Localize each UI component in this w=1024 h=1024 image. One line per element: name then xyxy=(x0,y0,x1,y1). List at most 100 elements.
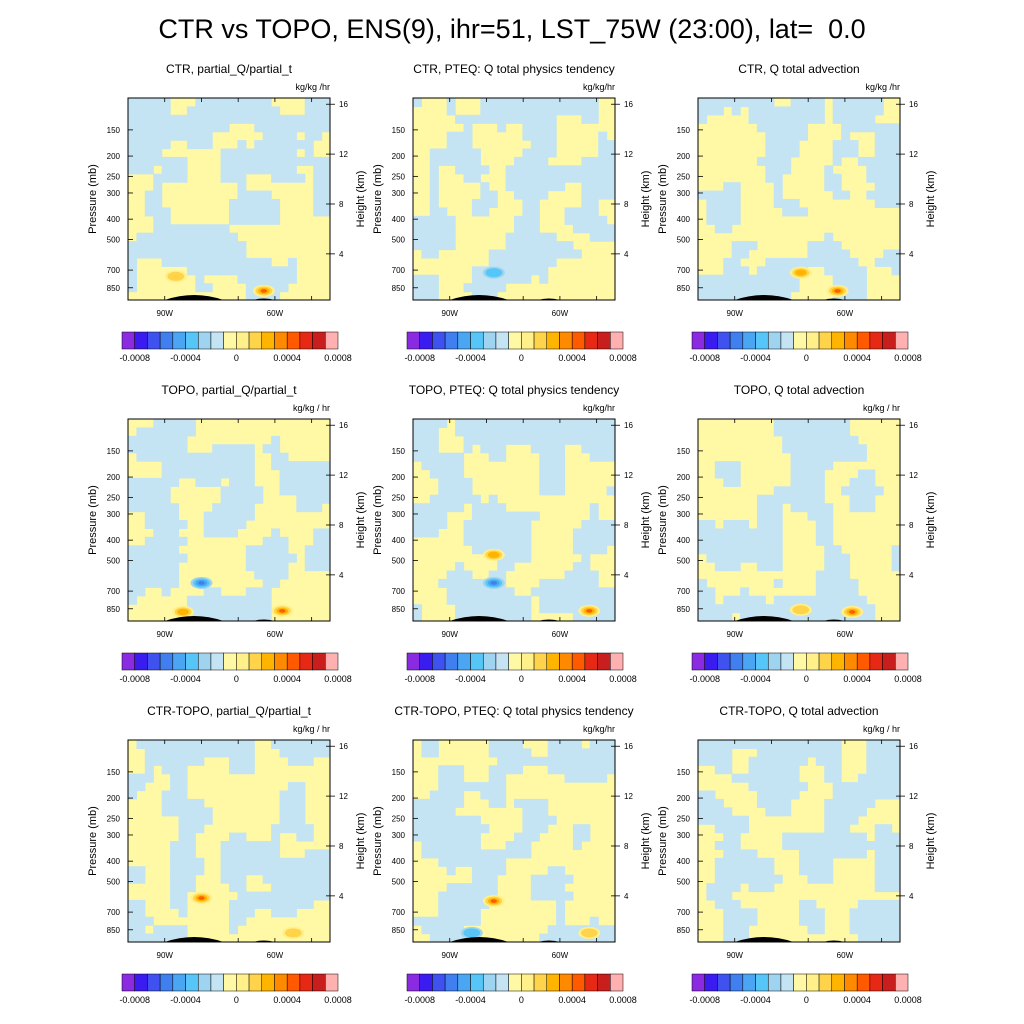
pressure-tick-label: 250 xyxy=(392,493,406,502)
colorbar-swatch xyxy=(159,973,174,992)
units-label: kg/kg/hr xyxy=(583,403,615,413)
pressure-tick-label: 300 xyxy=(107,831,121,840)
figure-title: CTR vs TOPO, ENS(9), ihr=51, LST_75W (23… xyxy=(158,14,866,44)
colorbar-swatch xyxy=(134,331,148,350)
colorbar-tick-label: 0.0004 xyxy=(273,674,301,684)
height-tick-label: 16 xyxy=(339,421,348,430)
pressure-tick-label: 500 xyxy=(107,877,121,886)
colorbar-swatch xyxy=(571,652,586,671)
height-tick-label: 12 xyxy=(909,471,918,480)
colorbar-swatch xyxy=(121,331,135,350)
colorbar-swatch xyxy=(432,652,446,671)
pressure-axis-label: Pressure (mb) xyxy=(372,806,384,876)
colorbar-swatch xyxy=(121,652,135,671)
pressure-tick-label: 150 xyxy=(392,768,406,777)
colorbar-swatch xyxy=(869,973,883,992)
colorbar-swatch xyxy=(134,652,148,671)
contour-field xyxy=(413,740,615,942)
colorbar-swatch xyxy=(742,652,756,671)
lon-tick-label: 90W xyxy=(157,630,174,639)
colorbar-swatch xyxy=(482,652,497,671)
colorbar-swatch xyxy=(261,652,275,671)
pressure-tick-label: 850 xyxy=(107,605,121,614)
colorbar-swatch xyxy=(597,973,611,992)
colorbar-swatch xyxy=(571,331,586,350)
height-tick-label: 4 xyxy=(909,250,914,259)
colorbar-swatch xyxy=(818,652,833,671)
colorbar-swatch xyxy=(406,973,420,992)
colorbar-tick-label: 0.0004 xyxy=(558,353,586,363)
contour-field xyxy=(128,740,330,942)
lon-tick-label: 90W xyxy=(727,951,744,960)
colorbar-tick-label: -0.0008 xyxy=(119,674,150,684)
hotspot xyxy=(463,928,481,938)
lon-tick-label: 90W xyxy=(442,951,459,960)
height-tick-label: 8 xyxy=(624,842,629,851)
colorbar-tick-label: 0.0004 xyxy=(843,353,871,363)
colorbar-swatch xyxy=(325,652,339,671)
colorbar-swatch xyxy=(508,331,522,350)
pressure-tick-label: 700 xyxy=(677,266,691,275)
panel-7: CTR-TOPO, partial_Q/partial_t kg/kg / hr 1… xyxy=(87,704,367,1005)
lon-tick-label: 90W xyxy=(727,309,744,318)
colorbar-swatch xyxy=(742,331,756,350)
lon-tick-label: 90W xyxy=(727,630,744,639)
contour-field xyxy=(698,98,900,300)
colorbar-tick-label: 0.0008 xyxy=(894,353,922,363)
colorbar-tick-label: 0.0004 xyxy=(273,353,301,363)
hotspot xyxy=(198,581,205,585)
colorbar-swatch xyxy=(286,331,301,350)
colorbar-swatch xyxy=(274,652,288,671)
colorbar-tick-label: -0.0004 xyxy=(170,353,201,363)
colorbar-swatch xyxy=(882,331,896,350)
colorbar-tick-label: 0.0008 xyxy=(324,353,352,363)
units-label: kg/kg/hr xyxy=(583,724,615,734)
colorbar-tick-label: 0 xyxy=(234,353,239,363)
pressure-tick-label: 850 xyxy=(392,605,406,614)
panel-title: TOPO, partial_Q/partial_t xyxy=(161,383,297,397)
colorbar-swatch xyxy=(185,331,199,350)
units-label: kg/kg /hr xyxy=(865,82,900,92)
pressure-tick-label: 300 xyxy=(392,831,406,840)
pressure-tick-label: 500 xyxy=(392,556,406,565)
colorbar-swatch xyxy=(882,652,896,671)
pressure-tick-label: 300 xyxy=(107,510,121,519)
height-tick-label: 12 xyxy=(624,471,633,480)
height-tick-label: 4 xyxy=(624,250,629,259)
colorbar-swatch xyxy=(729,652,744,671)
hotspot xyxy=(279,609,286,613)
colorbar-swatch xyxy=(223,652,237,671)
lon-tick-label: 60W xyxy=(267,630,284,639)
pressure-tick-label: 850 xyxy=(392,284,406,293)
colorbar-swatch xyxy=(457,973,471,992)
pressure-tick-label: 300 xyxy=(392,510,406,519)
hotspot xyxy=(795,269,807,276)
pressure-tick-label: 850 xyxy=(677,605,691,614)
colorbar-swatch xyxy=(197,331,212,350)
pressure-tick-label: 150 xyxy=(107,126,121,135)
height-axis-label: Height (km) xyxy=(355,492,367,549)
terrain-silhouette xyxy=(734,295,845,300)
lon-tick-label: 60W xyxy=(837,951,854,960)
terrain-silhouette xyxy=(449,616,560,621)
colorbar-swatch xyxy=(286,973,301,992)
colorbar-swatch xyxy=(869,652,883,671)
colorbar-swatch xyxy=(210,331,224,350)
colorbar-swatch xyxy=(793,973,807,992)
lon-tick-label: 90W xyxy=(442,309,459,318)
colorbar-swatch xyxy=(610,331,624,350)
colorbar-swatch xyxy=(691,652,705,671)
colorbar-tick-label: -0.0004 xyxy=(455,995,486,1005)
colorbar-swatch xyxy=(844,331,858,350)
colorbar-swatch xyxy=(831,652,845,671)
pressure-tick-label: 250 xyxy=(392,814,406,823)
height-tick-label: 16 xyxy=(909,421,918,430)
panel-4: TOPO, partial_Q/partial_t kg/kg / hr 150 20… xyxy=(87,383,367,684)
colorbar-swatch xyxy=(717,973,731,992)
pressure-tick-label: 250 xyxy=(392,172,406,181)
colorbar-swatch xyxy=(584,652,598,671)
pressure-axis-label: Pressure (mb) xyxy=(87,164,99,234)
height-axis-label: Height (km) xyxy=(925,813,937,870)
colorbar-tick-label: -0.0008 xyxy=(689,674,720,684)
hotspot xyxy=(849,610,856,614)
